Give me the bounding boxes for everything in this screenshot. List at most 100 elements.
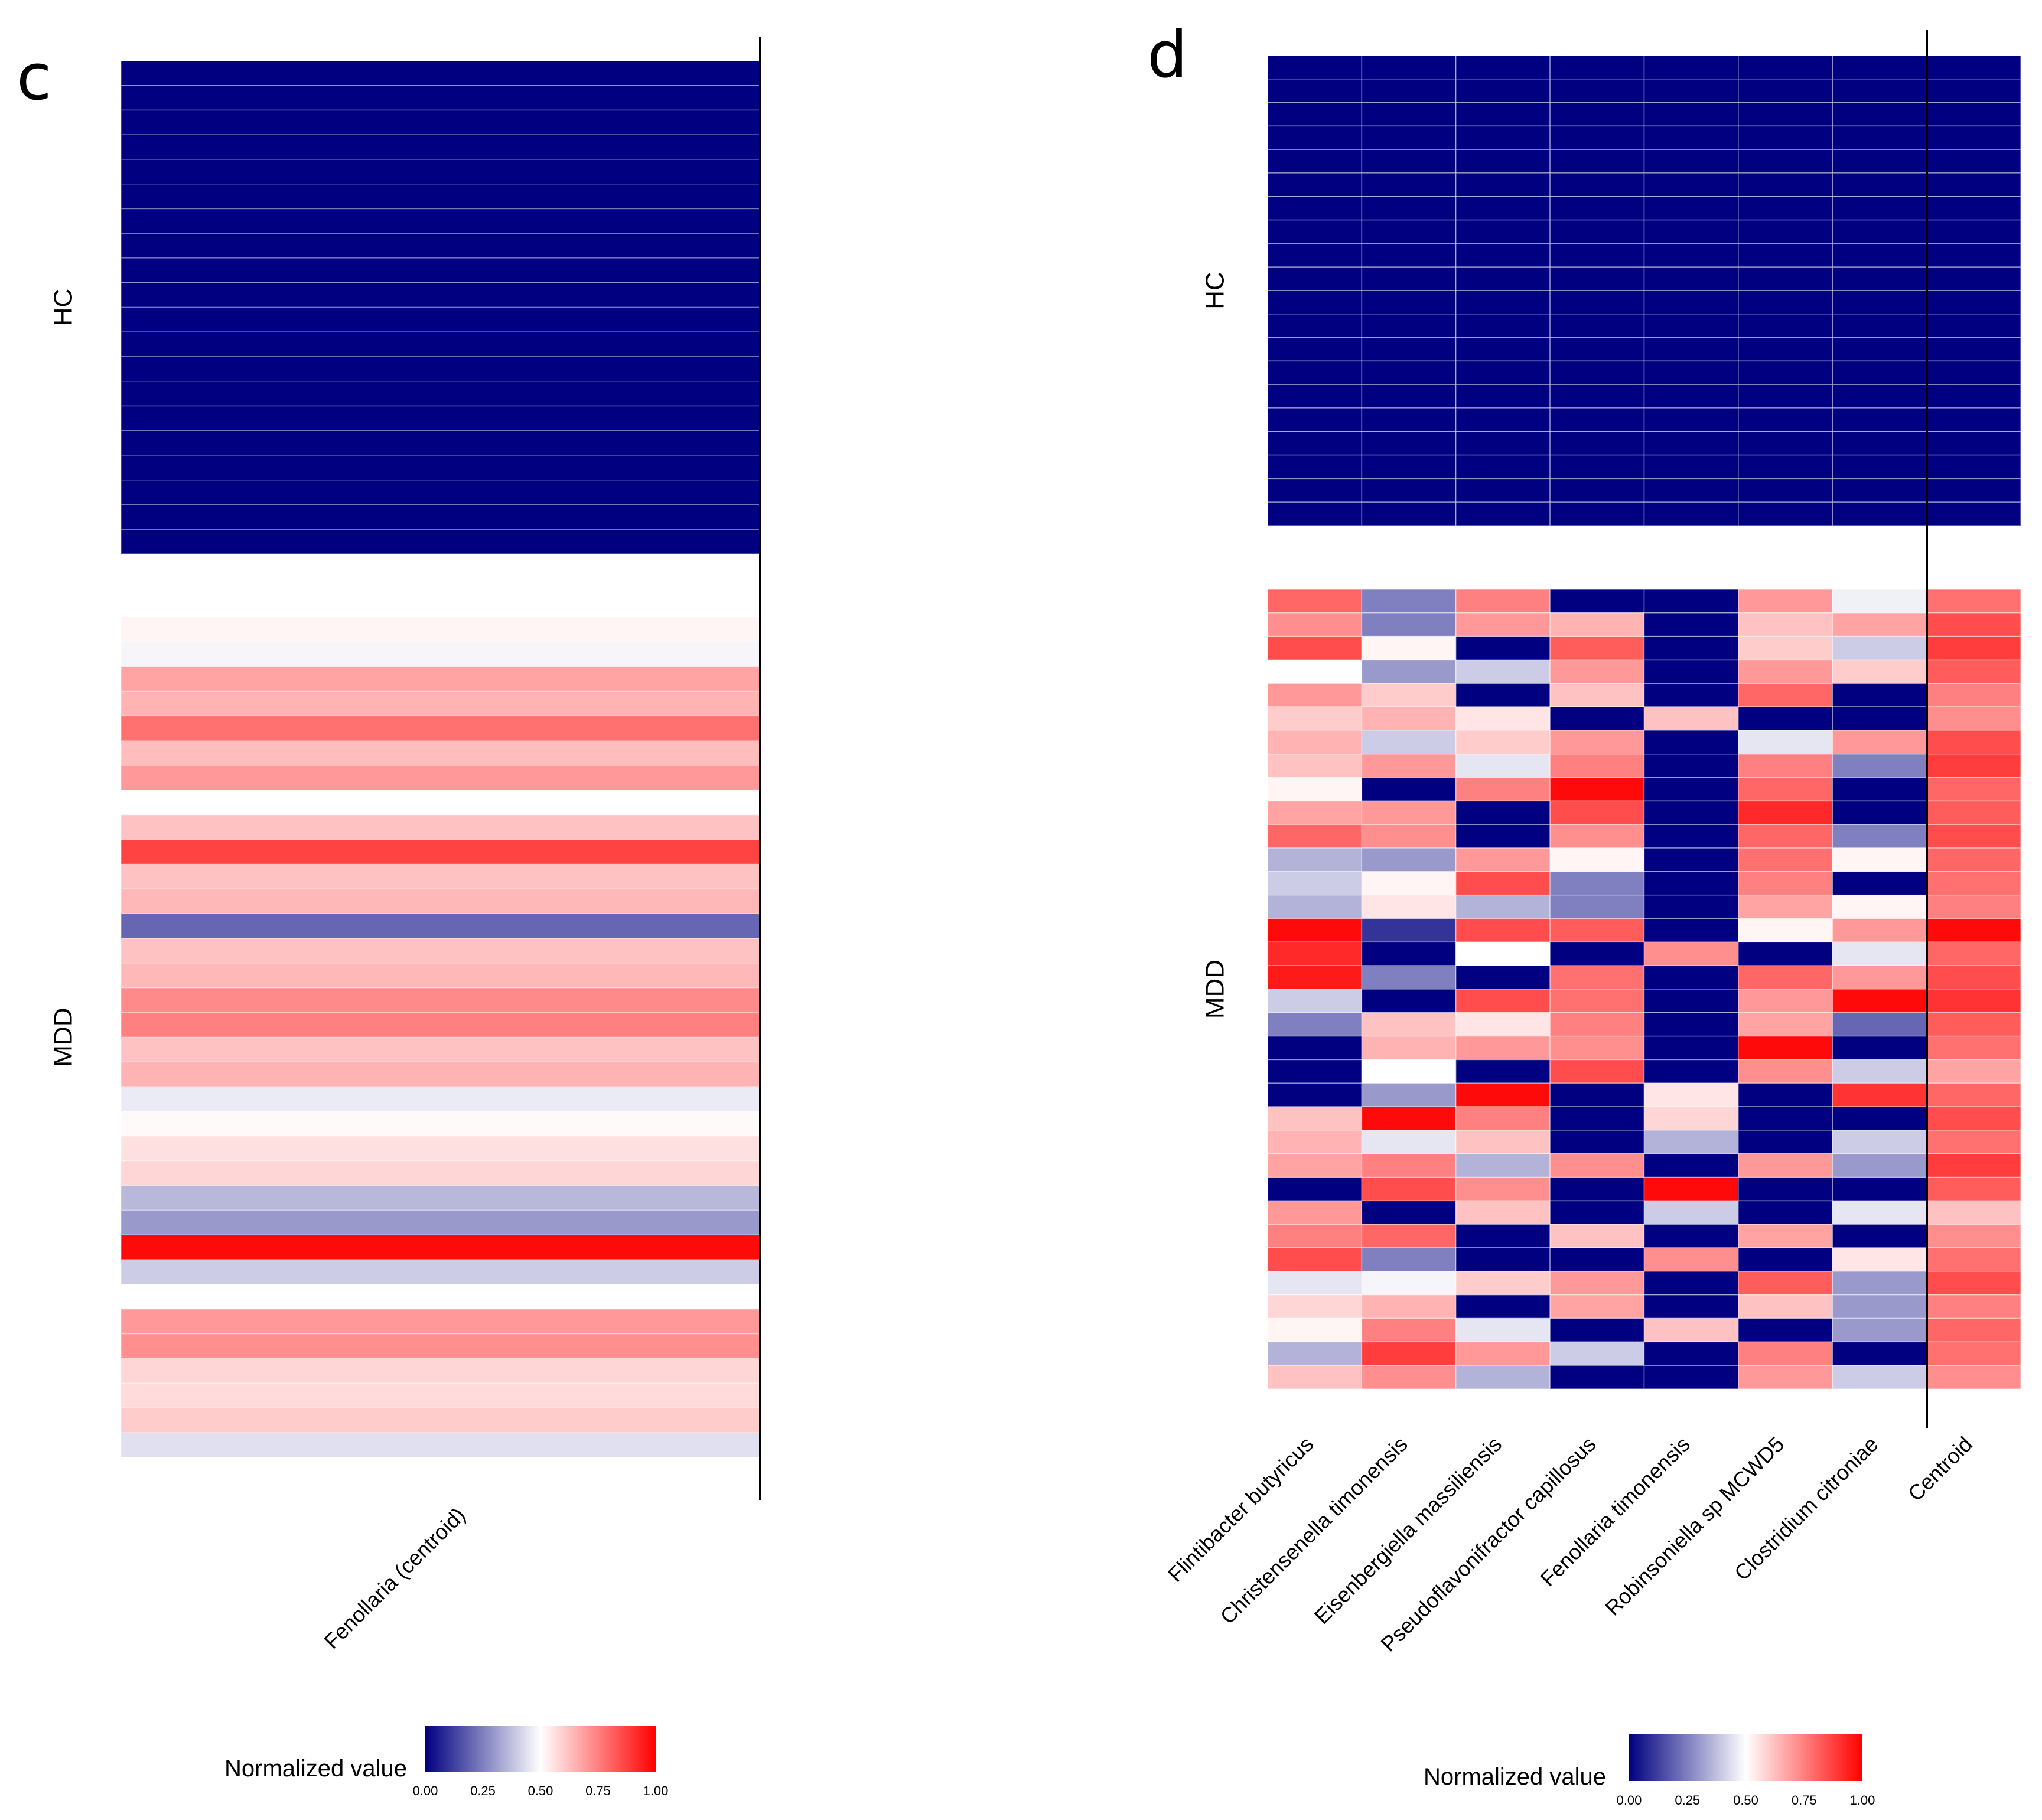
heatmap-cell <box>1832 730 1927 755</box>
heatmap-cell <box>1455 989 1551 1013</box>
heatmap-cell <box>1267 1012 1363 1037</box>
heatmap-cell <box>1926 1200 2021 1225</box>
heatmap-cell <box>1455 172 1551 197</box>
legend-tick-label: 0.00 <box>1617 1793 1642 1808</box>
heatmap-cell <box>1926 196 2021 221</box>
heatmap-cell <box>1926 800 2021 825</box>
heatmap-cell <box>1738 337 1833 362</box>
heatmap-cell <box>1643 360 1739 385</box>
heatmap-cell <box>1267 1153 1363 1178</box>
heatmap-cell <box>1267 777 1363 802</box>
heatmap-cell <box>1361 314 1457 338</box>
heatmap-cell <box>1361 501 1457 526</box>
heatmap-cell <box>120 1407 761 1433</box>
heatmap-cell <box>1361 1130 1457 1154</box>
heatmap-cell <box>1738 847 1833 872</box>
heatmap-cell <box>1361 1176 1457 1202</box>
heatmap-cell <box>120 888 761 914</box>
heatmap-cell <box>1267 266 1363 291</box>
heatmap-cell <box>1832 1317 1927 1343</box>
heatmap-cell <box>1361 219 1457 244</box>
heatmap-cell <box>1832 1224 1927 1248</box>
heatmap-cell <box>120 963 761 989</box>
heatmap-cell <box>1643 1035 1739 1061</box>
heatmap-cell <box>1643 454 1739 480</box>
heatmap-cell <box>1643 1294 1739 1319</box>
heatmap-cell <box>1643 172 1739 197</box>
heatmap-cell <box>1643 1247 1739 1272</box>
heatmap-cell <box>1738 1106 1833 1131</box>
heatmap-cell <box>1926 384 2021 409</box>
heatmap-cell <box>1738 314 1833 338</box>
heatmap-cell <box>1926 172 2021 197</box>
heatmap-cell <box>1926 730 2021 755</box>
heatmap-cell <box>1926 1271 2021 1296</box>
heatmap-cell <box>1455 337 1551 362</box>
heatmap-cell <box>1455 79 1551 103</box>
heatmap-cell <box>120 1160 761 1186</box>
heatmap-cell <box>1455 102 1551 127</box>
heatmap-cell <box>120 208 761 234</box>
heatmap-cell <box>1549 989 1645 1013</box>
heatmap-cell <box>1267 800 1363 825</box>
legend-tick-label: 1.00 <box>643 1783 669 1798</box>
heatmap-cell <box>1643 431 1739 456</box>
legend-tick-label: 0.75 <box>1792 1793 1817 1808</box>
heatmap-cell <box>1926 290 2021 315</box>
heatmap-cell <box>1643 384 1739 409</box>
heatmap-cell <box>1832 266 1927 291</box>
heatmap-cell <box>1832 1012 1927 1037</box>
heatmap-cell <box>120 1382 761 1409</box>
heatmap-cell <box>1455 824 1551 849</box>
heatmap-cell <box>1643 196 1739 221</box>
heatmap-cell <box>1267 965 1363 990</box>
heatmap-cell <box>1832 847 1927 872</box>
heatmap-cell <box>1549 1317 1645 1343</box>
heatmap-cell <box>1738 1224 1833 1248</box>
heatmap-cell <box>1643 683 1739 707</box>
heatmap-cell <box>1267 219 1363 244</box>
group-label-mdd: MDD <box>1201 960 1230 1019</box>
legend-ticks: 0.00 0.25 0.50 0.75 1.00 <box>1617 1793 1875 1808</box>
heatmap-cell <box>1643 1059 1739 1084</box>
heatmap-cell <box>1455 1224 1551 1248</box>
heatmap-cell <box>1549 431 1645 456</box>
heatmap-cell <box>1926 918 2021 943</box>
heatmap-cell <box>1455 1059 1551 1084</box>
heatmap-cell <box>1643 290 1739 315</box>
heatmap-cell <box>1455 1271 1551 1296</box>
heatmap-cell <box>1738 800 1833 825</box>
heatmap-cell <box>1549 683 1645 707</box>
heatmap-cell <box>1361 431 1457 456</box>
heatmap-cell <box>1832 1035 1927 1061</box>
heatmap-cell <box>1926 894 2021 919</box>
heatmap-cell <box>1455 501 1551 526</box>
heatmap-cell <box>1738 1176 1833 1202</box>
heatmap-cell <box>120 134 761 160</box>
heatmap-cell <box>1361 1294 1457 1319</box>
legend-colorbar <box>425 1726 656 1772</box>
heatmap-cell <box>1267 941 1363 966</box>
heatmap-cell <box>1926 589 2021 614</box>
heatmap-cell <box>1455 478 1551 503</box>
heatmap-cell <box>1549 1106 1645 1131</box>
heatmap-cell <box>1926 454 2021 480</box>
heatmap-cell <box>1738 824 1833 849</box>
heatmap-cell <box>1738 659 1833 684</box>
heatmap-cell <box>1643 1130 1739 1154</box>
heatmap-cell <box>1455 730 1551 755</box>
heatmap-cell <box>1361 1012 1457 1037</box>
heatmap-cell <box>120 1432 761 1458</box>
heatmap-cell <box>1926 847 2021 872</box>
heatmap-cell <box>1832 431 1927 456</box>
heatmap-cell <box>1643 1317 1739 1343</box>
heatmap-cell <box>1926 125 2021 150</box>
heatmap-cell <box>1832 941 1927 966</box>
heatmap-cell <box>1361 730 1457 755</box>
panel-d: d HC MDD Flintibacter butyricusChristense… <box>1147 18 2021 1808</box>
heatmap-cell <box>1267 501 1363 526</box>
heatmap-cell <box>1549 1035 1645 1061</box>
heatmap-cell <box>1549 1176 1645 1202</box>
heatmap-cell <box>1832 360 1927 385</box>
heatmap-cell <box>1361 800 1457 825</box>
